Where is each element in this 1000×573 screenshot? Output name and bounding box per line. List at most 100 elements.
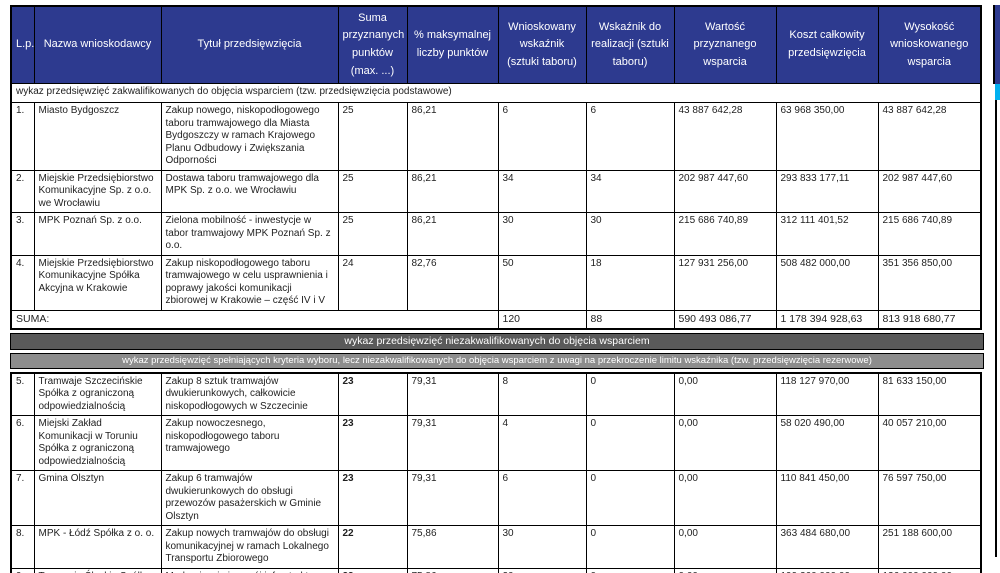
cell-points: 25 xyxy=(337,102,408,171)
cell-granted: 0,00 xyxy=(673,470,777,526)
cell-name: Miejskie Przedsiębiorstwo Komunikacyjne … xyxy=(33,169,162,213)
table-row: 5. Tramwaje Szczecińskie Spółka z ogranic… xyxy=(10,372,982,416)
page-edge-next-column-border xyxy=(995,100,997,557)
table-row: 1. Miasto Bydgoszcz Zakup nowego, niskopod… xyxy=(10,102,982,171)
cell-name: Miasto Bydgoszcz xyxy=(33,102,162,171)
cell-title: Zakup 6 tramwajów dwukierunkowych do obs… xyxy=(160,470,339,526)
header-row: L.p. Nazwa wnioskodawcy Tytuł przedsięwz… xyxy=(10,5,982,84)
table-wrapper: L.p. Nazwa wnioskodawcy Tytuł przedsięwz… xyxy=(10,5,988,573)
cell-granted: 43 887 642,28 xyxy=(673,102,777,171)
cell-points: 24 xyxy=(337,254,408,311)
cell-real-units: 0 xyxy=(585,470,675,526)
cell-lp: 6. xyxy=(10,415,35,471)
cell-name: MPK - Łódź Spółka z o. o. xyxy=(33,525,162,569)
cell-pct: 75,86 xyxy=(406,525,499,569)
cell-req-units: 6 xyxy=(497,470,587,526)
cell-req-amount: 251 188 600,00 xyxy=(877,525,982,569)
cell-req-amount: 202 987 447,60 xyxy=(877,169,982,213)
page-edge-next-column-header xyxy=(993,5,1000,84)
cell-granted: 0,00 xyxy=(673,372,777,416)
cell-pct: 86,21 xyxy=(406,212,499,256)
suma-row-qualified: SUMA: 120 88 590 493 086,77 1 178 394 92… xyxy=(10,309,982,329)
cell-total-cost: 118 127 970,00 xyxy=(775,372,879,416)
qualified-band-row: wykaz przedsięwzięć zakwalifikowanych do… xyxy=(10,83,982,103)
cell-points: 22 xyxy=(337,567,408,573)
cell-name: MPK Poznań Sp. z o.o. xyxy=(33,212,162,256)
cell-name: Miejski Zakład Komunikacji w Toruniu Spó… xyxy=(33,415,162,471)
col-header-lp: L.p. xyxy=(10,5,35,84)
col-header-title: Tytuł przedsięwzięcia xyxy=(160,5,339,84)
cell-granted: 215 686 740,89 xyxy=(673,212,777,256)
not-qualified-band: wykaz przedsięwzięć niezakwalifikowanych… xyxy=(10,332,984,350)
cell-title: Zakup niskopodłogowego taboru tramwajowe… xyxy=(160,254,339,311)
cell-points: 23 xyxy=(337,470,408,526)
cell-pct: 79,31 xyxy=(406,470,499,526)
cell-pct: 79,31 xyxy=(406,415,499,471)
reserve-band: wykaz przedsięwzięć spełniających kryter… xyxy=(10,352,984,369)
cell-title: Zielona mobilność - inwestycje w tabor t… xyxy=(160,212,339,256)
cell-req-units: 6 xyxy=(497,102,587,171)
cell-req-amount: 136 000 000,00 xyxy=(877,567,982,573)
cell-granted: 202 987 447,60 xyxy=(673,169,777,213)
cell-total-cost: 293 833 177,11 xyxy=(775,169,879,213)
cell-title: Zakup nowego, niskopodłogowego taboru tr… xyxy=(160,102,339,171)
qualified-rows: 1. Miasto Bydgoszcz Zakup nowego, niskopod… xyxy=(10,102,982,311)
cell-req-amount: 76 597 750,00 xyxy=(877,470,982,526)
cell-real-units: 0 xyxy=(585,372,675,416)
reserve-rows: 5. Tramwaje Szczecińskie Spółka z ogranic… xyxy=(10,372,982,573)
cell-real-units: 0 xyxy=(585,567,675,573)
reserve-table: 5. Tramwaje Szczecińskie Spółka z ogranic… xyxy=(10,371,982,573)
cell-total-cost: 312 111 401,52 xyxy=(775,212,879,256)
cell-granted: 0,00 xyxy=(673,567,777,573)
cell-lp: 8. xyxy=(10,525,35,569)
cell-lp: 1. xyxy=(10,102,35,171)
cell-real-units: 34 xyxy=(585,169,675,213)
cell-points: 23 xyxy=(337,372,408,416)
qualified-band-label: wykaz przedsięwzięć zakwalifikowanych do… xyxy=(10,83,982,103)
cell-total-cost: 508 482 000,00 xyxy=(775,254,879,311)
cell-real-units: 6 xyxy=(585,102,675,171)
cell-lp: 4. xyxy=(10,254,35,311)
cell-req-units: 4 xyxy=(497,415,587,471)
cell-total-cost: 58 020 490,00 xyxy=(775,415,879,471)
cell-lp: 3. xyxy=(10,212,35,256)
suma-total-cost: 1 178 394 928,63 xyxy=(775,309,879,329)
cell-points: 22 xyxy=(337,525,408,569)
table-row: 4. Miejskie Przedsiębiorstwo Komunikacyjn… xyxy=(10,254,982,311)
cell-req-units: 34 xyxy=(497,169,587,213)
cell-total-cost: 199 260 000,00 xyxy=(775,567,879,573)
cell-req-units: 20 xyxy=(497,567,587,573)
cell-points: 23 xyxy=(337,415,408,471)
col-header-realized-units: Wskaźnik do realizacji (sztuki taboru) xyxy=(585,5,675,84)
col-header-total-cost: Koszt całkowity przedsięwzięcia xyxy=(775,5,879,84)
suma-granted-value: 590 493 086,77 xyxy=(673,309,777,329)
page-edge-next-column-band xyxy=(995,84,1000,100)
col-header-granted-value: Wartość przyznanego wsparcia xyxy=(673,5,777,84)
cell-real-units: 0 xyxy=(585,525,675,569)
cell-pct: 79,31 xyxy=(406,372,499,416)
suma-label: SUMA: xyxy=(10,309,499,329)
cell-pct: 86,21 xyxy=(406,169,499,213)
cell-name: Gmina Olsztyn xyxy=(33,470,162,526)
col-header-requested-amount: Wysokość wnioskowanego wsparcia xyxy=(877,5,982,84)
cell-lp: 5. xyxy=(10,372,35,416)
cell-points: 25 xyxy=(337,212,408,256)
cell-req-units: 8 xyxy=(497,372,587,416)
cell-total-cost: 363 484 680,00 xyxy=(775,525,879,569)
table-row: 9.Tramwaje Śląskie Spółka AkcyjnaModerni… xyxy=(10,567,982,573)
cell-real-units: 18 xyxy=(585,254,675,311)
cell-lp: 9. xyxy=(10,567,35,573)
cell-req-amount: 215 686 740,89 xyxy=(877,212,982,256)
suma-requested-amount: 813 918 680,77 xyxy=(877,309,982,329)
cell-points: 25 xyxy=(337,169,408,213)
cell-req-amount: 81 633 150,00 xyxy=(877,372,982,416)
suma-requested-units: 120 xyxy=(497,309,587,329)
cell-title: Zakup 8 sztuk tramwajów dwukierunkowych,… xyxy=(160,372,339,416)
col-header-points: Suma przyznanych punktów (max. ...) xyxy=(337,5,408,84)
cell-title: Dostawa taboru tramwajowego dla MPK Sp. … xyxy=(160,169,339,213)
col-header-pct: % maksymalnej liczby punktów xyxy=(406,5,499,84)
cell-req-amount: 40 057 210,00 xyxy=(877,415,982,471)
col-header-applicant: Nazwa wnioskodawcy xyxy=(33,5,162,84)
cell-name: Miejskie Przedsiębiorstwo Komunikacyjne … xyxy=(33,254,162,311)
cell-real-units: 30 xyxy=(585,212,675,256)
